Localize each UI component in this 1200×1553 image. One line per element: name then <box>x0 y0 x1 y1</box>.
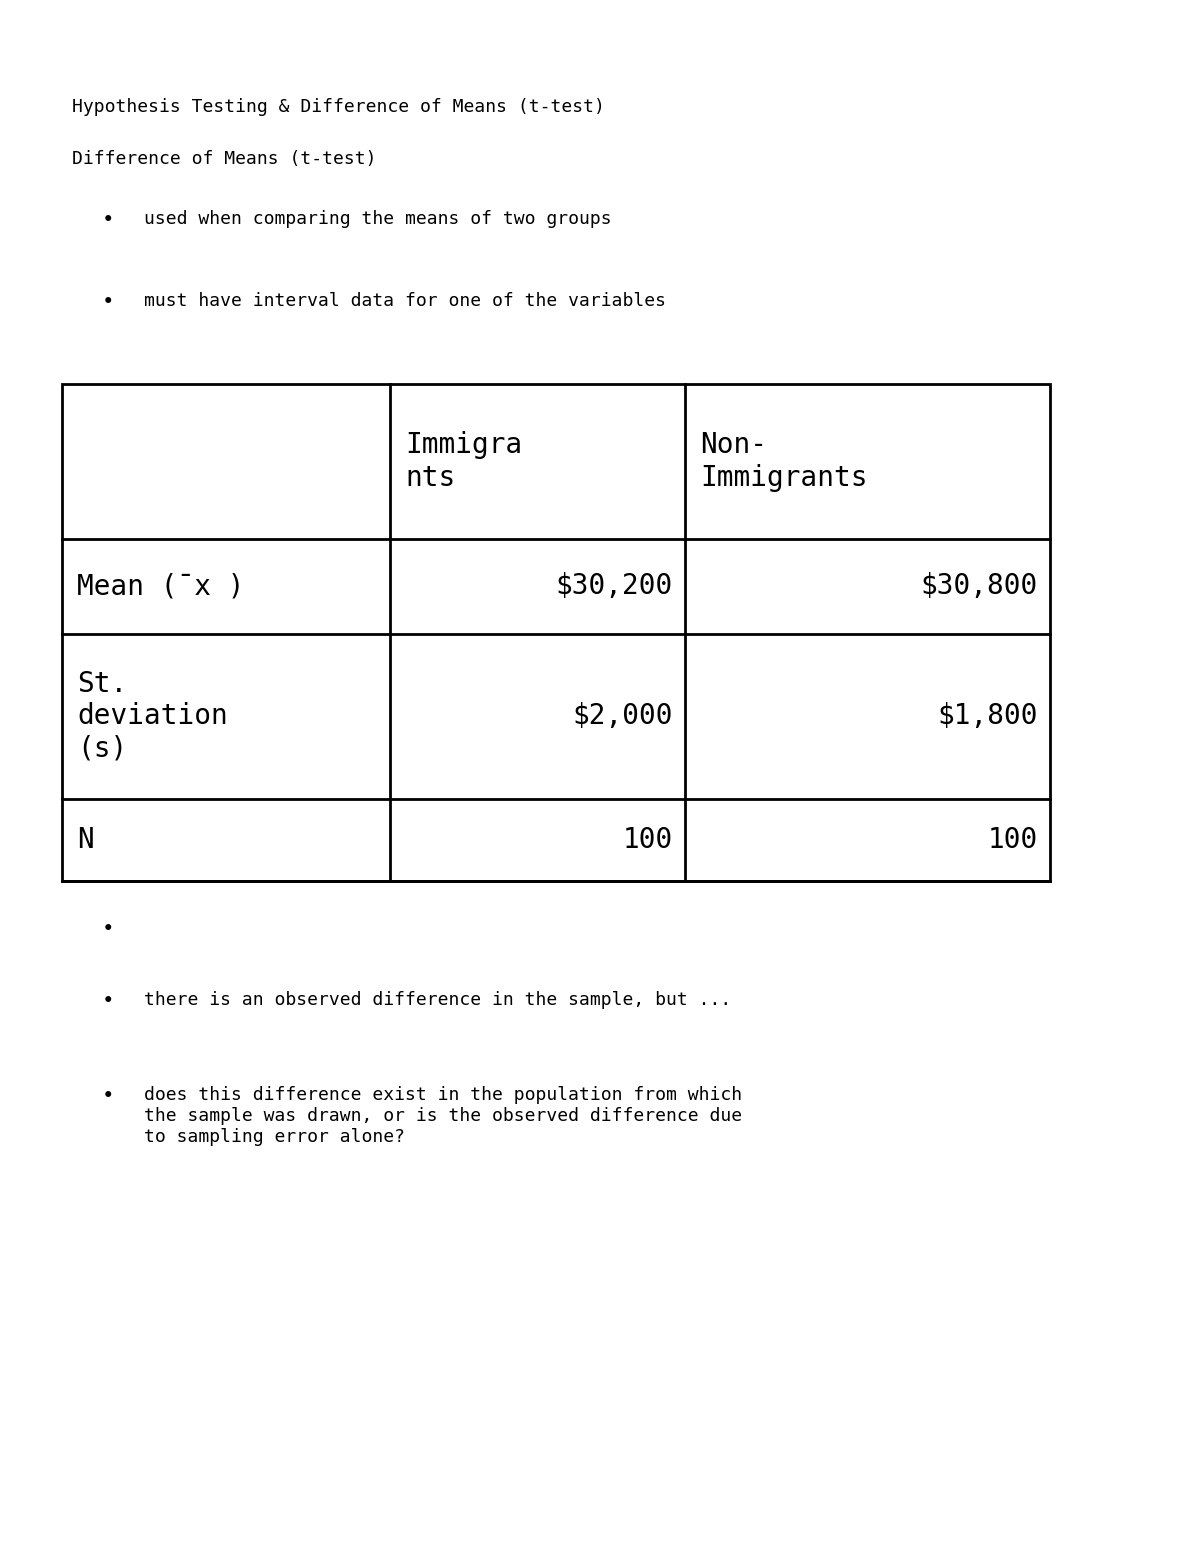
Bar <box>62 384 1050 881</box>
Text: Non-
Immigrants: Non- Immigrants <box>700 432 868 492</box>
Text: Hypothesis Testing & Difference of Means (t-test): Hypothesis Testing & Difference of Means… <box>72 98 605 116</box>
Text: there is an observed difference in the sample, but ...: there is an observed difference in the s… <box>144 991 731 1009</box>
Text: used when comparing the means of two groups: used when comparing the means of two gro… <box>144 210 612 228</box>
Text: must have interval data for one of the variables: must have interval data for one of the v… <box>144 292 666 311</box>
Text: $30,200: $30,200 <box>556 573 673 601</box>
Text: $2,000: $2,000 <box>572 702 673 730</box>
Text: •: • <box>102 210 115 230</box>
Text: does this difference exist in the population from which
the sample was drawn, or: does this difference exist in the popula… <box>144 1086 742 1146</box>
Text: Mean (¯x ): Mean (¯x ) <box>77 573 245 601</box>
Text: 100: 100 <box>623 826 673 854</box>
Text: $30,800: $30,800 <box>920 573 1038 601</box>
Text: •: • <box>102 292 115 312</box>
Text: 100: 100 <box>988 826 1038 854</box>
Text: $1,800: $1,800 <box>937 702 1038 730</box>
Text: St.
deviation
(s): St. deviation (s) <box>77 669 228 763</box>
Text: •: • <box>102 1086 115 1106</box>
Text: Difference of Means (t-test): Difference of Means (t-test) <box>72 151 377 168</box>
Text: Immigra
nts: Immigra nts <box>406 432 522 492</box>
Text: •: • <box>102 991 115 1011</box>
Text: •: • <box>102 919 115 940</box>
Text: N: N <box>77 826 94 854</box>
